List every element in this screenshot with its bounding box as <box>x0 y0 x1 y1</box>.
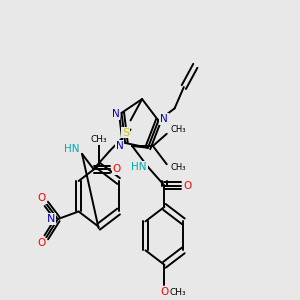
Text: CH₃: CH₃ <box>90 135 107 144</box>
Text: HN: HN <box>64 144 80 154</box>
Text: N: N <box>47 214 55 224</box>
Text: CH₃: CH₃ <box>170 163 186 172</box>
Text: O: O <box>112 164 121 174</box>
Text: N: N <box>160 114 168 124</box>
Text: CH₃: CH₃ <box>169 288 186 297</box>
Text: O: O <box>160 287 169 297</box>
Text: O: O <box>38 193 46 203</box>
Text: N: N <box>116 141 123 151</box>
Text: O: O <box>183 181 192 190</box>
Text: O: O <box>38 238 46 248</box>
Text: CH₃: CH₃ <box>170 125 186 134</box>
Text: N: N <box>112 110 120 119</box>
Text: HN: HN <box>131 162 147 172</box>
Text: S: S <box>122 128 130 138</box>
